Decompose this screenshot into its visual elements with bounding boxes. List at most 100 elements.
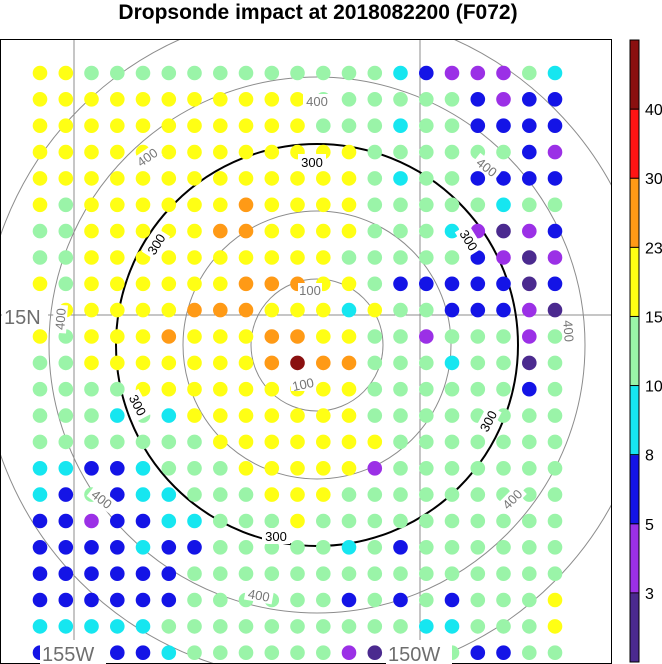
impact-dot xyxy=(58,566,74,581)
impact-dot xyxy=(264,65,280,81)
impact-dot xyxy=(419,302,434,318)
impact-dot xyxy=(496,302,511,318)
impact-dot xyxy=(341,540,357,555)
impact-dot xyxy=(58,144,74,160)
impact-dot xyxy=(58,381,74,397)
impact-dot xyxy=(135,645,151,660)
range-ring-400 xyxy=(48,76,586,614)
impact-dot xyxy=(84,619,99,634)
impact-dot xyxy=(444,487,460,502)
impact-dot xyxy=(444,329,460,344)
impact-dot xyxy=(161,171,177,186)
impact-dot xyxy=(58,276,74,292)
impact-dot xyxy=(290,250,305,265)
impact-dot xyxy=(213,645,228,660)
impact-dot xyxy=(213,487,228,502)
impact-dot xyxy=(161,276,177,292)
impact-dot xyxy=(341,250,357,265)
impact-dot xyxy=(161,619,177,634)
impact-dot xyxy=(161,381,177,397)
impact-dot xyxy=(84,461,99,476)
impact-dot xyxy=(444,250,460,265)
colorbar: 3 5 8 10 15 23 30 40 xyxy=(629,39,662,663)
impact-dot xyxy=(496,645,511,660)
colorbar-tick-label: 5 xyxy=(645,517,654,534)
impact-dot xyxy=(135,592,151,608)
impact-dot xyxy=(187,540,202,555)
impact-dot xyxy=(367,144,383,160)
impact-dot xyxy=(238,144,254,160)
impact-dot xyxy=(316,118,331,133)
impact-dot xyxy=(341,197,357,213)
impact-dot xyxy=(58,487,74,502)
impact-dot xyxy=(496,250,511,265)
impact-dot xyxy=(264,197,280,213)
ring-label-300-south: 300 xyxy=(265,529,287,544)
impact-dot xyxy=(32,540,48,555)
impact-dot xyxy=(547,645,563,660)
impact-dot xyxy=(213,92,228,107)
impact-dot xyxy=(58,171,74,186)
impact-dot xyxy=(496,619,511,634)
impact-dot xyxy=(135,65,151,81)
impact-dot xyxy=(341,302,357,318)
impact-dot xyxy=(264,645,280,660)
impact-dot xyxy=(419,461,434,476)
impact-dot xyxy=(110,434,125,450)
impact-dot xyxy=(84,540,99,555)
impact-dot xyxy=(367,250,383,265)
impact-dot xyxy=(522,381,537,397)
impact-dot xyxy=(161,197,177,213)
impact-dot xyxy=(367,645,383,660)
impact-dot xyxy=(264,619,280,634)
impact-dot xyxy=(110,487,125,502)
impact-dot xyxy=(161,355,177,371)
impact-dot xyxy=(187,645,202,660)
impact-dot xyxy=(522,250,537,265)
impact-dot xyxy=(187,408,202,423)
impact-dot xyxy=(316,513,331,529)
impact-dot xyxy=(419,197,434,213)
impact-dot xyxy=(522,144,537,160)
lon-label-155w: 155W xyxy=(42,644,94,664)
impact-dot xyxy=(32,381,48,397)
impact-dot xyxy=(444,223,460,239)
impact-dot xyxy=(161,329,177,344)
impact-dot xyxy=(110,513,125,529)
impact-dot xyxy=(496,540,511,555)
impact-dot xyxy=(135,566,151,581)
impact-dot xyxy=(341,408,357,423)
impact-dot xyxy=(316,619,331,634)
impact-dot xyxy=(444,566,460,581)
impact-dot xyxy=(419,65,434,81)
impact-dot xyxy=(238,566,254,581)
impact-dot xyxy=(316,566,331,581)
impact-dot xyxy=(58,92,74,107)
impact-dot xyxy=(419,92,434,107)
impact-dot xyxy=(238,171,254,186)
impact-dot xyxy=(238,250,254,265)
impact-dot xyxy=(32,171,48,186)
impact-dot xyxy=(84,223,99,239)
impact-dot xyxy=(161,250,177,265)
impact-dot xyxy=(58,619,74,634)
impact-dot xyxy=(213,619,228,634)
impact-dot xyxy=(58,250,74,265)
impact-dot xyxy=(316,540,331,555)
impact-dot xyxy=(213,381,228,397)
impact-dot xyxy=(238,65,254,81)
impact-dot xyxy=(161,461,177,476)
impact-dot xyxy=(135,540,151,555)
impact-dot xyxy=(522,329,537,344)
range-ring-100 xyxy=(182,210,452,480)
impact-dot xyxy=(110,408,125,423)
impact-dot xyxy=(496,144,511,160)
impact-dot xyxy=(161,118,177,133)
colorbar-bin xyxy=(630,40,639,110)
impact-dot xyxy=(32,513,48,529)
impact-dot xyxy=(496,118,511,133)
impact-dot xyxy=(264,381,280,397)
impact-dot xyxy=(367,434,383,450)
impact-dot xyxy=(264,223,280,239)
impact-dot xyxy=(470,276,486,292)
